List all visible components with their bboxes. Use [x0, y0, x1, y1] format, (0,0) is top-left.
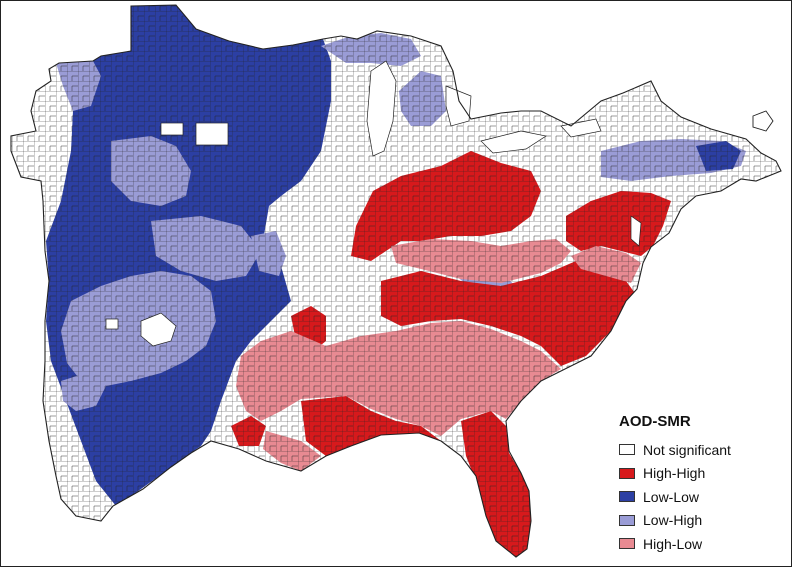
nodata-minnesota: [195, 122, 229, 146]
island-maine: [752, 110, 774, 132]
lake-erie: [480, 130, 547, 154]
legend-label: Low-High: [643, 512, 703, 529]
lake-ontario: [560, 118, 602, 138]
legend: AOD-SMR Not significant High-High Low-Lo…: [619, 413, 784, 556]
lake-michigan: [366, 60, 397, 157]
legend-label: High-High: [643, 465, 706, 482]
legend-title: AOD-SMR: [619, 413, 691, 430]
nodata-kansas: [140, 312, 177, 347]
legend-item-low-low: Low-Low: [619, 485, 784, 509]
legend-swatch: [619, 538, 635, 550]
us-outline: [10, 4, 782, 558]
legend-label: Low-Low: [643, 488, 700, 505]
legend-swatch: [619, 514, 635, 526]
legend-swatch: [619, 444, 635, 456]
legend-item-high-high: High-High: [619, 462, 784, 486]
nodata-dakota: [160, 122, 184, 136]
legend-label: High-Low: [643, 535, 703, 552]
chesapeake-bay: [630, 215, 642, 247]
legend-swatch: [619, 491, 635, 503]
nodata-colorado: [105, 318, 119, 330]
water-and-nodata: [105, 60, 774, 347]
legend-item-high-low: High-Low: [619, 532, 784, 556]
legend-item-not-significant: Not significant: [619, 438, 784, 462]
legend-label: Not significant: [643, 441, 731, 458]
lake-huron: [445, 85, 472, 127]
legend-item-low-high: Low-High: [619, 509, 784, 533]
legend-swatch: [619, 467, 635, 479]
